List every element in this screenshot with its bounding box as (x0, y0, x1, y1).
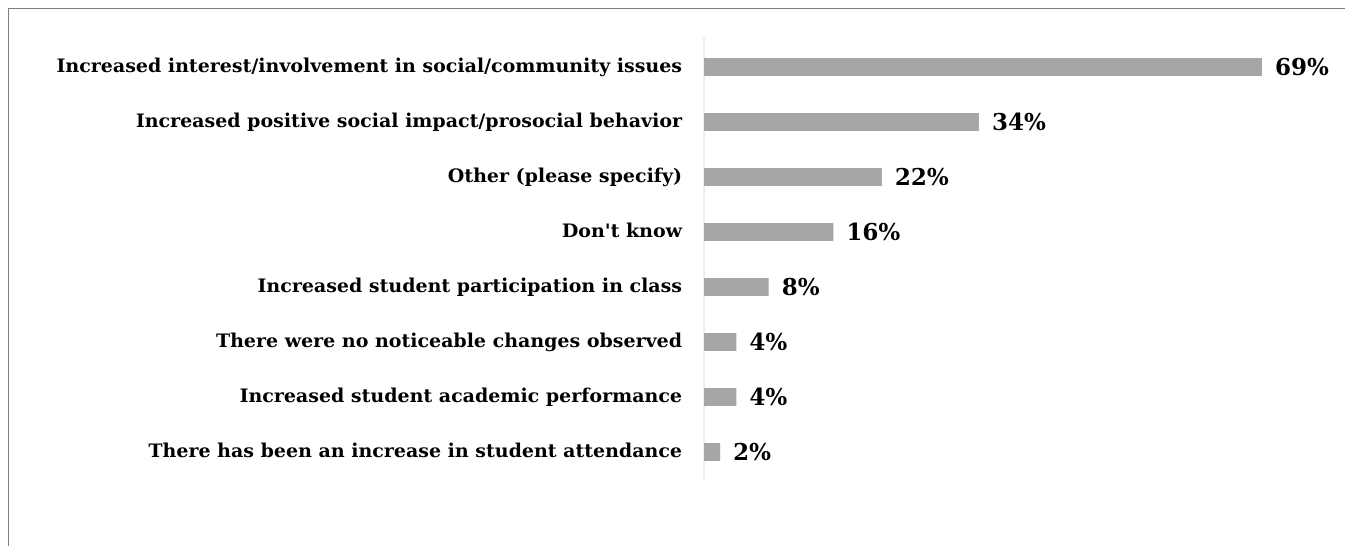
value-label: 4% (749, 329, 787, 356)
category-label: There has been an increase in student at… (148, 440, 682, 462)
bar (704, 388, 737, 406)
category-label: Increased student participation in class (258, 275, 682, 297)
bar (704, 223, 834, 241)
category-label: Increased student academic performance (240, 385, 682, 407)
category-label: Don't know (562, 220, 683, 242)
bar (704, 278, 769, 296)
category-label: Increased interest/involvement in social… (57, 55, 682, 77)
bar (704, 58, 1262, 76)
value-label: 8% (782, 274, 820, 301)
value-label: 22% (895, 164, 949, 191)
bar (704, 113, 979, 131)
bar (704, 168, 882, 186)
bar (704, 443, 721, 461)
category-label: Other (please specify) (448, 165, 682, 187)
category-label: There were no noticeable changes observe… (216, 330, 682, 352)
value-label: 34% (992, 109, 1046, 136)
category-label: Increased positive social impact/prosoci… (136, 110, 683, 132)
bar (704, 333, 737, 351)
value-label: 16% (846, 219, 900, 246)
value-label: 4% (749, 384, 787, 411)
value-label: 69% (1275, 54, 1329, 81)
value-label: 2% (733, 439, 771, 466)
